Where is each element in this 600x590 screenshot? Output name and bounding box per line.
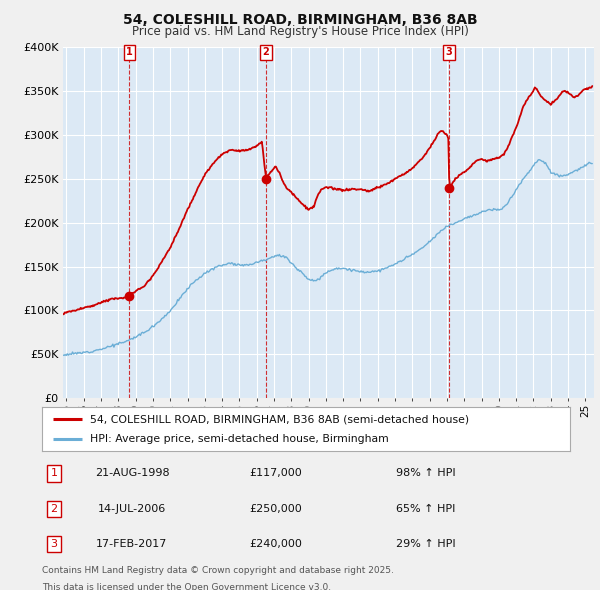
- Text: 1: 1: [50, 468, 58, 478]
- Text: HPI: Average price, semi-detached house, Birmingham: HPI: Average price, semi-detached house,…: [89, 434, 388, 444]
- Text: 2: 2: [50, 504, 58, 514]
- Text: 1: 1: [126, 47, 133, 57]
- Text: 65% ↑ HPI: 65% ↑ HPI: [396, 504, 455, 514]
- Text: £117,000: £117,000: [250, 468, 302, 478]
- Text: 2: 2: [263, 47, 269, 57]
- Text: 98% ↑ HPI: 98% ↑ HPI: [396, 468, 455, 478]
- Text: This data is licensed under the Open Government Licence v3.0.: This data is licensed under the Open Gov…: [42, 583, 331, 590]
- Text: 3: 3: [446, 47, 452, 57]
- Text: £240,000: £240,000: [250, 539, 302, 549]
- Text: £250,000: £250,000: [250, 504, 302, 514]
- Text: 54, COLESHILL ROAD, BIRMINGHAM, B36 8AB (semi-detached house): 54, COLESHILL ROAD, BIRMINGHAM, B36 8AB …: [89, 414, 469, 424]
- Text: 54, COLESHILL ROAD, BIRMINGHAM, B36 8AB: 54, COLESHILL ROAD, BIRMINGHAM, B36 8AB: [122, 13, 478, 27]
- Text: 21-AUG-1998: 21-AUG-1998: [95, 468, 169, 478]
- Text: 14-JUL-2006: 14-JUL-2006: [98, 504, 166, 514]
- Text: 17-FEB-2017: 17-FEB-2017: [97, 539, 167, 549]
- Text: Price paid vs. HM Land Registry's House Price Index (HPI): Price paid vs. HM Land Registry's House …: [131, 25, 469, 38]
- Text: Contains HM Land Registry data © Crown copyright and database right 2025.: Contains HM Land Registry data © Crown c…: [42, 566, 394, 575]
- Text: 3: 3: [50, 539, 58, 549]
- Text: 29% ↑ HPI: 29% ↑ HPI: [396, 539, 455, 549]
